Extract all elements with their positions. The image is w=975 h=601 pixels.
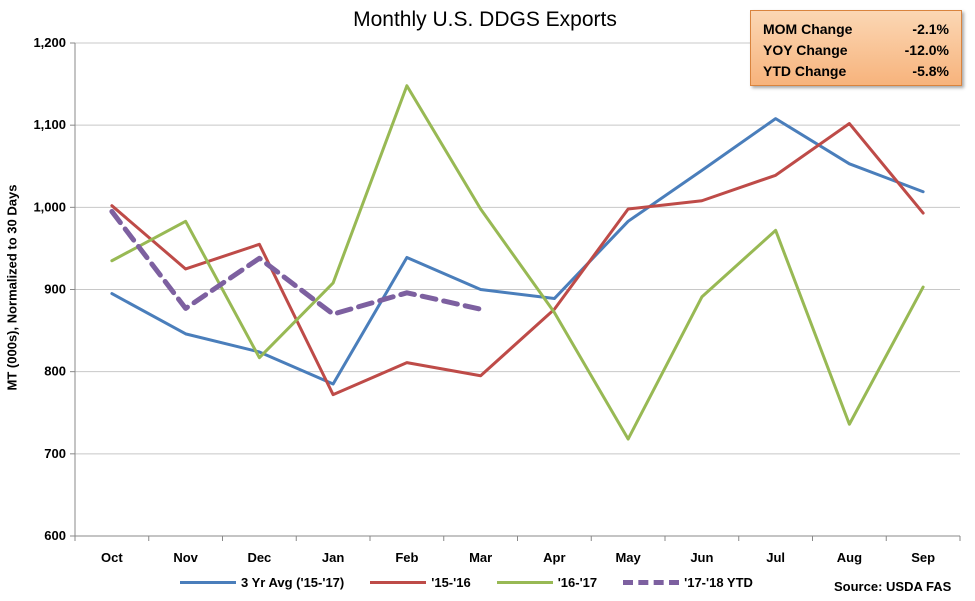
legend-swatch xyxy=(370,581,427,584)
legend-label: '15-'16 xyxy=(431,575,471,590)
stats-label: YTD Change xyxy=(763,63,847,79)
y-tick-label: 1,200 xyxy=(33,35,66,50)
legend-label: 3 Yr Avg ('15-'17) xyxy=(241,575,345,590)
y-tick-label: 800 xyxy=(44,364,66,379)
stats-value: -5.8% xyxy=(912,63,949,79)
x-tick-label: Nov xyxy=(173,550,198,565)
stats-label: YOY Change xyxy=(763,42,848,58)
legend-item-16-17: '16-'17 xyxy=(496,575,598,590)
y-tick-label: 1,000 xyxy=(33,199,66,214)
series-line-3 xyxy=(109,208,484,317)
x-tick-label: Oct xyxy=(101,550,123,565)
x-tick-label: Apr xyxy=(543,550,565,565)
source-note: Source: USDA FAS xyxy=(834,579,952,594)
legend-item-15-16: '15-'16 xyxy=(370,575,471,590)
stats-row-yoy: YOY Change -12.0% xyxy=(763,40,949,61)
y-tick-label: 1,100 xyxy=(33,117,66,132)
chart-title: Monthly U.S. DDGS Exports xyxy=(353,8,617,31)
x-tick-label: Jun xyxy=(690,550,713,565)
x-tick-label: Mar xyxy=(469,550,492,565)
stats-row-mom: MOM Change -2.1% xyxy=(763,19,949,40)
legend-swatch xyxy=(180,581,236,584)
stats-row-ytd: YTD Change -5.8% xyxy=(763,61,949,82)
y-tick-label: 700 xyxy=(44,446,66,461)
y-tick-label: 900 xyxy=(44,282,66,297)
x-tick-label: Dec xyxy=(247,550,271,565)
x-tick-label: Jul xyxy=(766,550,785,565)
change-summary-box: MOM Change -2.1% YOY Change -12.0% YTD C… xyxy=(750,10,962,86)
legend-item-3yr-avg: 3 Yr Avg ('15-'17) xyxy=(180,575,344,590)
legend-label: '16-'17 xyxy=(557,575,598,590)
legend-swatch xyxy=(623,580,680,585)
legend: 3 Yr Avg ('15-'17) '15-'16 '16-'17 '17-'… xyxy=(180,575,779,590)
stats-value: -2.1% xyxy=(912,21,949,37)
x-tick-label: Sep xyxy=(911,550,935,565)
x-tick-label: Aug xyxy=(837,550,862,565)
stats-value: -12.0% xyxy=(904,42,949,58)
x-tick-label: Feb xyxy=(395,550,418,565)
x-tick-label: Jan xyxy=(322,550,344,565)
stats-label: MOM Change xyxy=(763,21,853,37)
legend-item-17-18-ytd: '17-'18 YTD xyxy=(623,575,753,590)
series-line-1 xyxy=(110,122,925,397)
x-tick-label: May xyxy=(615,550,641,565)
legend-label: '17-'18 YTD xyxy=(684,575,753,590)
legend-swatch xyxy=(496,581,553,584)
series-line-0 xyxy=(110,117,925,386)
y-tick-label: 600 xyxy=(44,528,66,543)
series-line-2 xyxy=(110,84,925,441)
